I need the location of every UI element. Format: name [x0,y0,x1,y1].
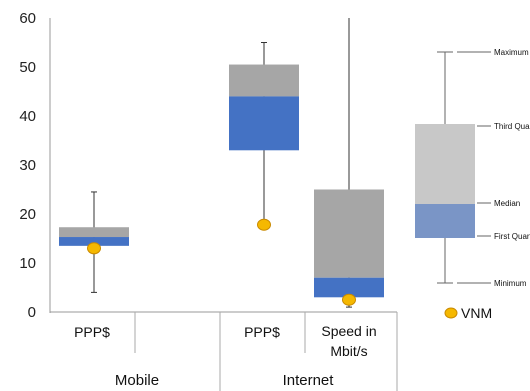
box-3-lower-box [314,277,384,298]
legend-label-first-quartile: First Quartile [494,232,530,241]
y-tick-label-30: 30 [19,157,36,174]
legend-lower-box [415,204,475,238]
legend-label-third-quartile: Third Quartile [494,122,530,131]
legend: Maximum Third Quartile Median First Quar… [415,48,530,321]
legend-label-minimum: Minimum [494,279,527,288]
box-2-lower-box [229,96,299,151]
box-1-vnm-marker [87,242,101,255]
box-1-upper-box [59,227,129,238]
y-tick-label-10: 10 [19,255,36,272]
y-tick-label-20: 20 [19,206,36,223]
y-tick-label-50: 50 [19,59,36,76]
boxes [59,18,384,308]
box-3-vnm-marker [342,293,356,306]
y-tick-label-60: 60 [19,10,36,27]
category-label-mobile-ppp: PPP$ [74,324,110,340]
legend-label-maximum: Maximum [494,48,529,57]
legend-vnm-marker [444,307,458,319]
box-3-upper-box [314,189,384,278]
box-2-vnm-marker [257,218,271,231]
legend-vnm-label: VNM [461,305,492,321]
category-label-internet-speed-line2: Mbit/s [330,343,367,359]
box-1-lower-box [59,237,129,246]
category-label-internet-ppp: PPP$ [244,324,280,340]
box-2-upper-box [229,64,299,97]
y-tick-label-40: 40 [19,108,36,125]
category-label-internet-speed-line1: Speed in [321,323,376,339]
legend-upper-box [415,124,475,204]
y-tick-label-0: 0 [28,304,36,321]
y-tick-labels: 0 10 20 30 40 50 60 [19,10,36,321]
group-label-mobile: Mobile [115,372,159,389]
legend-label-median: Median [494,199,520,208]
group-label-internet: Internet [283,372,335,389]
